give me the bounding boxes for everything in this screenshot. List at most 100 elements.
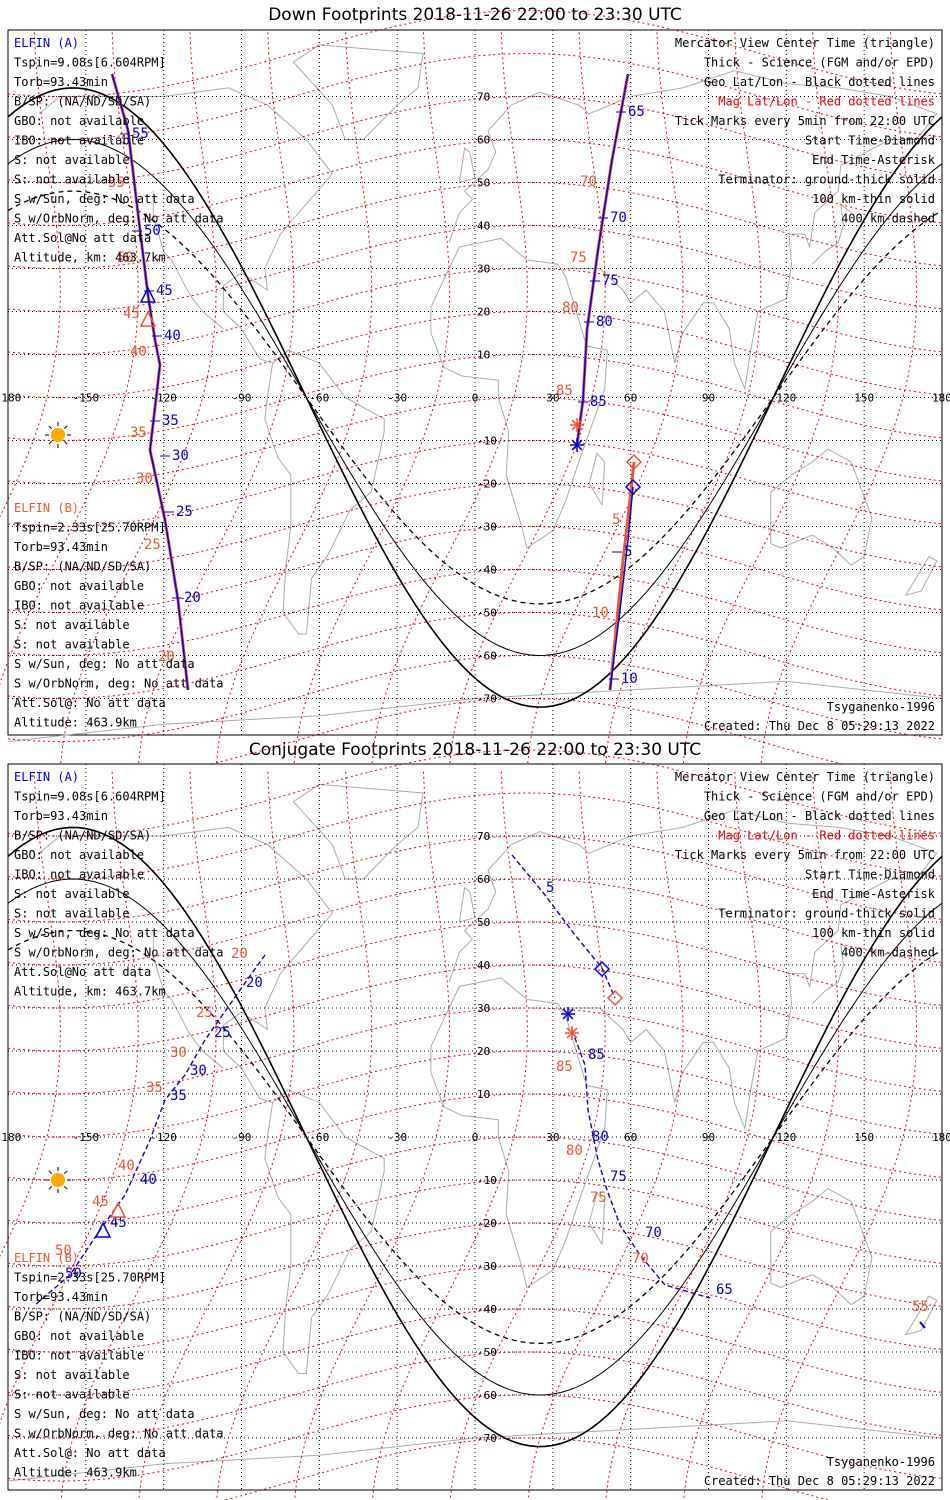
track-a-time-label: 45 [156, 283, 173, 299]
axis-labels: -180-150-120-90-60-300306090120150180706… [0, 91, 950, 706]
sun-disk [51, 428, 65, 442]
terminator-100km [7, 139, 943, 656]
elfin-a-conj-track-north [511, 854, 616, 999]
track-b-time-label: 25 [196, 1005, 213, 1021]
lat-label: -10 [477, 1174, 497, 1187]
lat-label: 20 [477, 1045, 490, 1058]
created-label: Created: Thu Dec 8 05:29:13 2022 [704, 719, 935, 733]
lon-label: -90 [232, 392, 252, 405]
terminator-ground [7, 826, 943, 1448]
mag-meridian [761, 771, 918, 1500]
lat-label: 70 [477, 91, 490, 104]
legend-line: Mag Lat/Lon - Red dotted lines [718, 829, 935, 843]
track-b-time-label: 10 [592, 605, 609, 621]
track-a-time-label: 85 [588, 1047, 605, 1063]
map-panel-conj: -180 -150 -120 -90 -60 -30 0 30 60 90 120 150 180 70 6… [0, 749, 950, 1500]
legend-line: IBO: not available [14, 1349, 144, 1363]
mag-parallel [7, 525, 943, 614]
mag-parallel [7, 52, 943, 141]
sun-icon [45, 422, 71, 448]
mag-parallel [7, 1093, 943, 1181]
coastline-7 [770, 448, 873, 566]
legend-line: Tick Marks every 5min from 22:00 UTC [675, 848, 935, 862]
terminator-400km [7, 929, 943, 1345]
track-a-time-label: 80 [592, 1129, 609, 1145]
lon-label: 30 [546, 1131, 559, 1144]
mag-meridian [60, 31, 217, 764]
mag-parallel [7, 878, 943, 966]
coastline-6 [565, 113, 938, 391]
legend-right: Mercator View Center Time (triangle) Thic… [675, 36, 936, 226]
mag-parallel [7, 224, 943, 313]
end-asterisk [571, 439, 583, 451]
mag-parallel [7, 1179, 943, 1267]
lon-label: -90 [232, 1131, 252, 1144]
lon-label: 0 [472, 392, 479, 405]
track-a-time-label: 30 [190, 1063, 207, 1079]
terminator-100km [7, 878, 943, 1396]
track-b-time-label: 85 [556, 383, 573, 399]
center-triangle-a [94, 1221, 112, 1238]
sun-ray [48, 1186, 52, 1190]
sun-ray [64, 441, 68, 445]
legend-left-b: ELFIN (B) Tspin=2.33s[25.70RPM] Torb=93.43… [14, 1251, 224, 1480]
legend-line: Att.Sol@: No att data [14, 696, 166, 710]
lat-label: -10 [477, 435, 497, 448]
legend-line: Tspin=2.33s[25.70RPM] [14, 1271, 166, 1285]
footprint-tracks: 5550454035302520657075808551055504540353… [108, 73, 645, 691]
track-b-time-label: 80 [562, 300, 579, 316]
lat-label: 30 [477, 1002, 490, 1015]
start-diamond-b [625, 453, 643, 471]
mag-meridian [371, 771, 528, 1500]
lat-label: 60 [477, 134, 490, 147]
track-a-time-label: 40 [164, 328, 181, 344]
track-b-time-label: 70 [580, 174, 597, 190]
mag-meridian [215, 31, 373, 764]
mag-meridian [371, 31, 528, 764]
coastline-3 [292, 783, 424, 880]
sun-icon [45, 1167, 71, 1193]
mag-meridian [216, 771, 373, 1500]
mag-meridian [138, 31, 295, 764]
legend-line: S: not available [14, 618, 130, 632]
legend-line: Altitude: 463.9km [14, 1466, 137, 1480]
legend-line: Geo Lat/Lon - Black dotted lines [704, 809, 935, 823]
legend-line: Mercator View Center Time (triangle) [675, 770, 935, 784]
track-b-time-label: 20 [158, 649, 175, 665]
footprint-tracks: 2025303540455058580757065202530354045508… [34, 854, 929, 1329]
track-a-time-label: 75 [602, 273, 619, 289]
coastline-1 [264, 1089, 385, 1374]
model-label: Tsyganenko-1996 [827, 1455, 935, 1469]
created-label: Created: Thu Dec 8 05:29:13 2022 [704, 1474, 935, 1488]
lon-label: 120 [776, 392, 796, 405]
legend-left-b: ELFIN (B) Tspin=2.33s[25.70RPM] Torb=93.43… [14, 501, 224, 730]
mag-parallel [7, 749, 943, 837]
track-a-time-label: 75 [610, 1169, 627, 1185]
lat-label: -50 [477, 607, 497, 620]
mag-meridian [0, 771, 139, 1425]
coastline-11 [905, 1295, 938, 1336]
legend-line: Att.Sol@No att data [14, 965, 151, 979]
track-a-time-label: 20 [184, 590, 201, 606]
coastline-8 [588, 452, 606, 506]
coastline-4 [448, 809, 937, 983]
lat-label: 10 [477, 1088, 490, 1101]
coastline-11 [905, 555, 938, 596]
lon-label: -60 [309, 1131, 329, 1144]
legend-line: S w/Sun, deg: No att data [14, 926, 195, 940]
elfin-a-conj-track-edge [919, 1321, 926, 1329]
lat-label: -70 [477, 693, 497, 706]
coastline-10 [811, 202, 852, 265]
mag-parallel [7, 835, 943, 923]
track-b-time-label: 25 [144, 537, 161, 553]
mag-parallel [7, 1136, 943, 1224]
start-diamond-a [624, 478, 642, 496]
legend-line: GBO: not available [14, 579, 144, 593]
end-asterisk [562, 1008, 574, 1020]
axis-labels: -180-150-120-90-60-300306090120150180706… [0, 830, 950, 1445]
legend-line: Terminator: ground-thick solid [718, 173, 935, 187]
coastline-9 [458, 886, 476, 923]
lat-label: -40 [477, 1303, 497, 1316]
lat-label: -70 [477, 1432, 497, 1445]
mag-meridian [683, 771, 840, 1500]
